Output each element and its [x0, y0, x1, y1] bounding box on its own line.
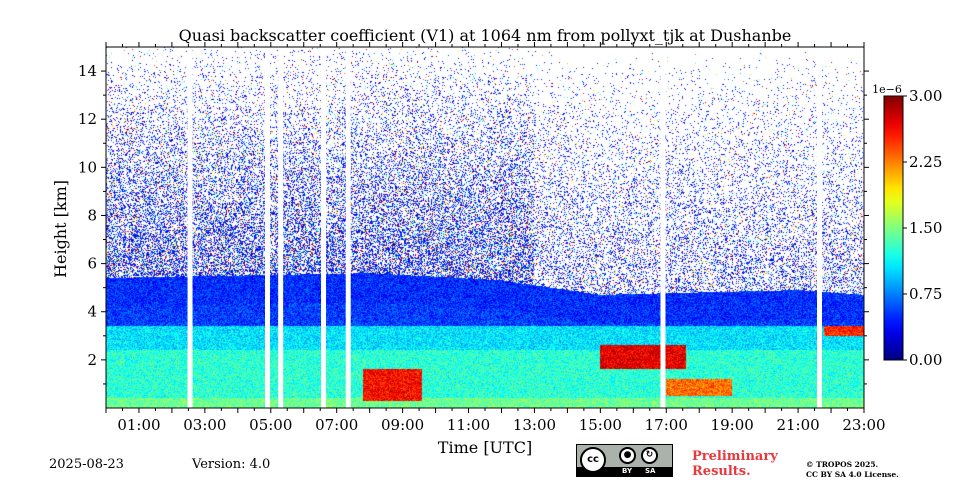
x-tick-label: 05:00: [249, 416, 292, 434]
data-gap-6: [817, 47, 823, 408]
x-tick-label: 15:00: [579, 416, 622, 434]
x-axis: 01:00 03:00 05:00 07:00 09:00 11:00 13:00 15:00…: [105, 42, 886, 434]
preliminary-line2: Results.: [692, 464, 751, 479]
license-line1: © TROPOS 2025.: [806, 460, 879, 469]
x-tick-label: 17:00: [645, 416, 688, 434]
data-gap-1: [264, 47, 270, 408]
x-tick-label: 01:00: [117, 416, 160, 434]
y-tick-label: 10: [78, 158, 97, 176]
y-tick-label: 12: [78, 110, 97, 128]
data-gap-4: [345, 47, 351, 408]
colorbar-tick-label: 0.00: [909, 351, 942, 369]
badge-strip: [577, 467, 672, 476]
sa-label: SA: [645, 467, 656, 475]
x-tick-label: 11:00: [447, 416, 490, 434]
y-tick-label: 14: [78, 62, 97, 80]
y-tick-label: 2: [87, 351, 97, 369]
x-tick-label: 19:00: [711, 416, 754, 434]
colorbar-tick-label: 2.25: [909, 153, 942, 171]
sa-share-icon: ↻: [641, 447, 658, 464]
colorbar-tick-label: 0.75: [909, 285, 942, 303]
y-tick-label: 6: [87, 255, 97, 273]
data-gap-3: [321, 47, 327, 408]
backscatter-image: [106, 47, 864, 408]
by-person-icon: ●: [619, 447, 636, 464]
colorbar-tick-label: 1.50: [909, 219, 942, 237]
x-tick-label: 09:00: [381, 416, 424, 434]
by-label: BY: [622, 467, 633, 475]
x-tick-label: 13:00: [513, 416, 556, 434]
colorbar-scale-label: 1e−6: [872, 83, 902, 96]
data-gap-0: [187, 47, 193, 408]
data-gap-5: [660, 47, 666, 408]
colorbar-tick-label: 3.00: [909, 87, 942, 105]
preliminary-line1: Preliminary: [692, 449, 778, 464]
license-note: © TROPOS 2025. CC BY SA 4.0 License.: [806, 460, 899, 480]
y-tick-label: 4: [87, 303, 97, 321]
x-tick-label: 07:00: [315, 416, 358, 434]
data-gap-2: [278, 47, 284, 408]
footer-version: Version: 4.0: [192, 457, 271, 472]
cc-icon: cc: [580, 447, 606, 473]
x-tick-label: 23:00: [842, 416, 885, 434]
chart-title: Quasi backscatter coefficient (V1) at 10…: [179, 26, 792, 45]
x-axis-label: Time [UTC]: [438, 438, 532, 457]
y-axis-label: Height [km]: [51, 180, 70, 278]
license-line2: CC BY SA 4.0 License.: [806, 470, 899, 479]
preliminary-results-note: Preliminary Results.: [692, 449, 778, 479]
plot-area: [105, 46, 865, 409]
y-axis: 2 4 6 8 10 12 14: [78, 62, 869, 385]
colorbar: 0.00 0.75 1.50 2.25 3.00: [883, 87, 942, 369]
colorbar-gradient: [883, 95, 904, 361]
cc-by-sa-badge: cc ● ↻ BY SA: [576, 444, 673, 477]
y-tick-label: 8: [87, 206, 97, 224]
x-tick-label: 03:00: [183, 416, 226, 434]
x-tick-label: 21:00: [776, 416, 819, 434]
footer-date: 2025-08-23: [49, 457, 124, 472]
